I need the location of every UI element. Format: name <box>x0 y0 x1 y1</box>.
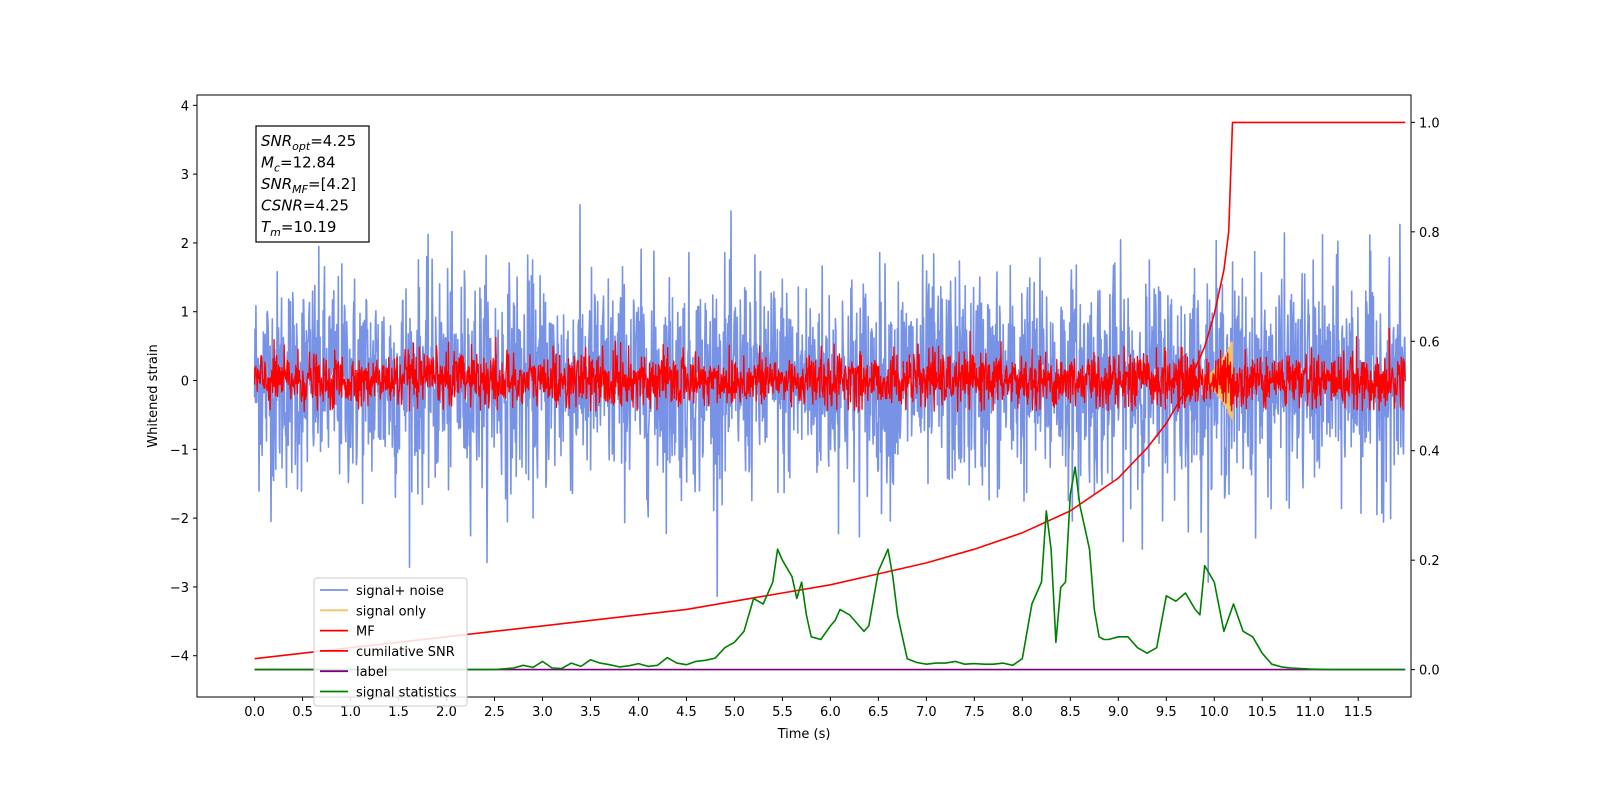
legend-label-cumilative-snr: cumilative SNR <box>356 645 455 660</box>
x-tick-label: 3.0 <box>532 705 553 720</box>
right-tick-label: 0.6 <box>1419 335 1440 350</box>
annotation-line: Mc=12.84 <box>261 154 336 175</box>
annotation-line: SNRopt=4.25 <box>261 132 356 153</box>
legend-label-signal-only: signal only <box>356 604 426 619</box>
right-tick-label: 0.2 <box>1419 554 1440 569</box>
x-tick-label: 7.5 <box>964 705 985 720</box>
x-tick-label: 0.5 <box>292 705 313 720</box>
annotation-line: CSNR=4.25 <box>261 197 349 215</box>
right-tick-label: 1.0 <box>1419 116 1440 131</box>
x-tick-label: 3.5 <box>580 705 601 720</box>
x-tick-label: 5.5 <box>772 705 793 720</box>
x-tick-label: 1.5 <box>388 705 409 720</box>
y-tick-label: 0 <box>181 375 189 390</box>
annotation-box-frame <box>255 125 370 243</box>
x-tick-label: 11.0 <box>1296 705 1325 720</box>
x-tick-label: 5.0 <box>724 705 745 720</box>
legend-label-signal-statistics: signal statistics <box>356 686 457 701</box>
axes-frame <box>196 94 1412 698</box>
x-tick-label: 2.0 <box>436 705 457 720</box>
y-tick-label: −4 <box>170 650 189 665</box>
x-tick-label: 6.5 <box>868 705 889 720</box>
x-tick-label: 9.0 <box>1108 705 1129 720</box>
x-tick-label: 4.0 <box>628 705 649 720</box>
series-line-cumilative-snr <box>254 121 1406 660</box>
right-axis-ticks: 0.0 0.2 0.4 0.6 0.8 1.0 <box>1411 116 1440 679</box>
y-tick-label: −1 <box>170 443 189 458</box>
x-tick-label: 10.5 <box>1248 705 1277 720</box>
x-axis-ticks: 0.0 0.5 1.0 1.5 2.0 2.5 3.0 3.5 4.0 4.5 5.0 5.5 6.0 6… <box>244 697 1373 720</box>
x-tick-label: 8.0 <box>1012 705 1033 720</box>
annotation-line: SNRMF=[4.2] <box>261 175 356 196</box>
x-tick-label: 0.0 <box>244 705 265 720</box>
y-tick-label: −2 <box>170 512 189 527</box>
right-tick-label: 0.8 <box>1419 226 1440 241</box>
right-tick-label: 0.0 <box>1419 664 1440 679</box>
x-axis-label: Time (s) <box>777 727 831 742</box>
right-tick-label: 0.4 <box>1419 445 1440 460</box>
y-axis-label: Whitened strain <box>146 344 161 447</box>
y-tick-label: 1 <box>181 306 189 321</box>
x-tick-label: 9.5 <box>1156 705 1177 720</box>
legend-frame <box>313 577 468 707</box>
y-tick-label: 2 <box>181 237 189 252</box>
x-tick-label: 11.5 <box>1344 705 1373 720</box>
legend-label-mf: MF <box>356 625 375 640</box>
x-tick-label: 8.5 <box>1060 705 1081 720</box>
x-tick-label: 10.0 <box>1200 705 1229 720</box>
annotation-line: Tm=10.19 <box>261 218 336 239</box>
x-tick-label: 6.0 <box>820 705 841 720</box>
x-tick-label: 2.5 <box>484 705 505 720</box>
y-axis-ticks: −4 −3 −2 −1 0 1 2 3 4 <box>170 99 197 665</box>
series-line-mf <box>253 327 1406 413</box>
y-tick-label: 3 <box>181 168 189 183</box>
y-tick-label: −3 <box>170 581 189 596</box>
legend-label-signal-noise: signal+ noise <box>356 584 444 599</box>
y-tick-label: 4 <box>181 99 189 114</box>
x-tick-label: 4.5 <box>676 705 697 720</box>
x-tick-label: 1.0 <box>340 705 361 720</box>
series-line-signal-statistics <box>254 466 1406 671</box>
x-tick-label: 7.0 <box>916 705 937 720</box>
legend-label-label: label <box>356 665 387 680</box>
legend: signal+ noise signal only MF cumilative SNR… <box>313 577 468 707</box>
